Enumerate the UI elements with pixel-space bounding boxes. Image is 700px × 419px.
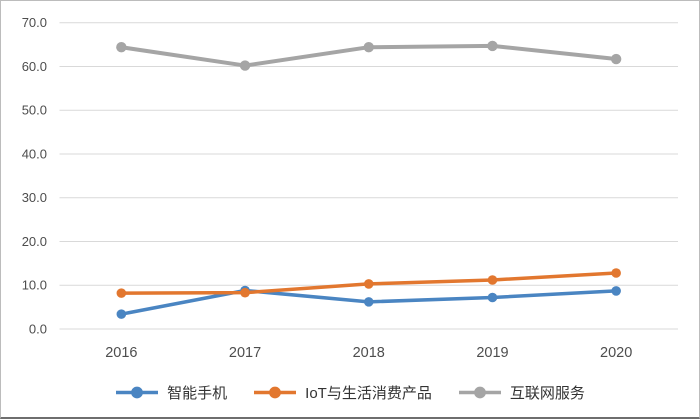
- y-axis-labels-group: 0.0 10.0 20.0 30.0 40.0 50.0 60.0 70.0: [22, 15, 47, 336]
- data-point-iot-lifestyle-products-2020: [611, 268, 621, 278]
- data-point-smartphone-2020: [611, 286, 621, 296]
- data-point-smartphone-2019: [487, 292, 498, 303]
- y-axis-tick-label: 10.0: [22, 278, 47, 293]
- data-point-internet-services-2019: [487, 40, 498, 52]
- x-axis-label: 2017: [229, 345, 261, 361]
- x-axis-label: 2020: [600, 345, 632, 361]
- data-point-smartphone-2016: [116, 309, 127, 319]
- y-axis-tick-label: 30.0: [22, 190, 47, 205]
- legend-line-marker-icon: [116, 386, 159, 399]
- y-axis-tick-label: 50.0: [22, 103, 47, 118]
- data-point-internet-services-2018: [363, 42, 374, 53]
- x-axis-label: 2018: [353, 345, 385, 361]
- legend-label-internet-services: 互联网服务: [509, 385, 585, 402]
- y-axis-tick-label: 20.0: [22, 234, 47, 249]
- data-point-smartphone-2018: [363, 297, 374, 307]
- data-point-iot-lifestyle-products-2016: [116, 288, 127, 298]
- data-point-internet-services-2017: [239, 60, 251, 71]
- data-point-internet-services-2016: [116, 42, 127, 53]
- legend-item-iot-lifestyle-products[interactable]: IoT与生活消费产品: [253, 382, 432, 403]
- y-axis-tick-label: 40.0: [22, 146, 47, 161]
- y-axis-tick-label: 0.0: [29, 322, 47, 337]
- legend-label-iot-lifestyle-products: IoT与生活消费产品: [305, 385, 432, 402]
- data-point-iot-lifestyle-products-2019: [487, 275, 498, 285]
- y-axis-tick-label: 70.0: [22, 15, 47, 30]
- legend-item-smartphone[interactable]: 智能手机: [115, 382, 227, 403]
- gridlines-group: [59, 22, 678, 330]
- data-point-internet-services-2020: [610, 53, 622, 65]
- data-point-iot-lifestyle-products-2017: [240, 287, 250, 298]
- legend-item-internet-services[interactable]: 互联网服务: [458, 382, 585, 403]
- x-axis-labels-group: 2016 2017 2018 2019 2020: [105, 345, 632, 361]
- chart-legend: 智能手机 IoT与生活消费产品 互联网服务: [1, 382, 699, 403]
- legend-label-smartphone: 智能手机: [167, 385, 228, 402]
- x-axis-label: 2016: [105, 345, 137, 361]
- legend-line-marker-icon: [254, 386, 297, 399]
- series-group: [116, 40, 622, 319]
- data-point-iot-lifestyle-products-2018: [363, 279, 374, 289]
- legend-line-marker-icon: [458, 386, 501, 399]
- x-axis-label: 2019: [476, 345, 508, 361]
- y-axis-tick-label: 60.0: [22, 59, 47, 74]
- line-chart-plot: 0.0 10.0 20.0 30.0 40.0 50.0 60.0 70.0 2016 2017…: [22, 15, 678, 361]
